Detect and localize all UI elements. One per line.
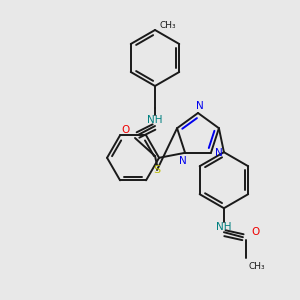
Text: CH₃: CH₃ (249, 262, 266, 271)
Text: N: N (196, 101, 204, 111)
Text: CH₃: CH₃ (160, 20, 177, 29)
Text: N: N (179, 156, 187, 166)
Text: N: N (215, 148, 223, 158)
Text: NH: NH (216, 222, 232, 232)
Text: O: O (252, 227, 260, 237)
Text: S: S (153, 165, 161, 175)
Text: O: O (121, 125, 129, 135)
Text: NH: NH (147, 115, 163, 125)
